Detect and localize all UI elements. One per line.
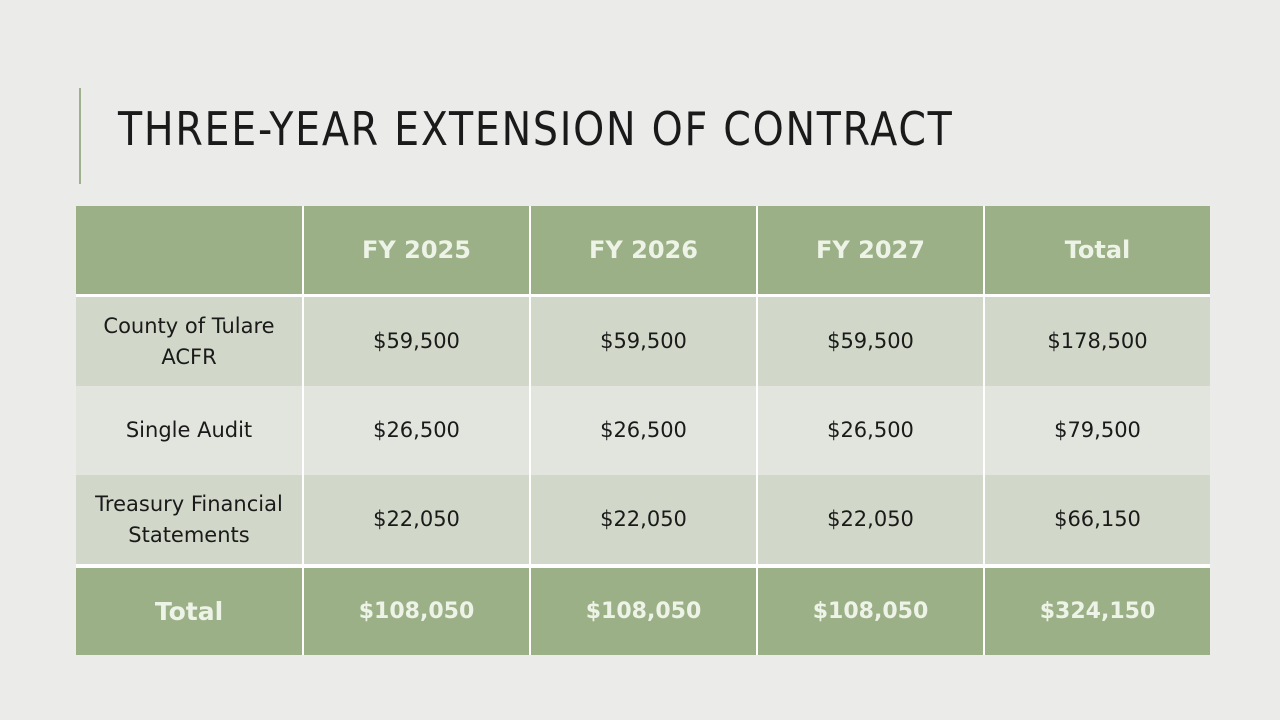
cell-fy2025: $59,500 xyxy=(303,295,531,386)
cell-fy2026: $59,500 xyxy=(530,295,758,386)
total-fy2026: $108,050 xyxy=(530,564,758,655)
cell-fy2027: $26,500 xyxy=(757,386,985,475)
cell-total: $178,500 xyxy=(984,295,1210,386)
total-fy2025: $108,050 xyxy=(303,564,531,655)
header-fy2027: FY 2027 xyxy=(757,206,985,297)
table-row-tulare-acfr: County of Tulare ACFR $59,500 $59,500 $5… xyxy=(76,295,1210,386)
cell-total: $66,150 xyxy=(984,475,1210,566)
cell-fy2027: $59,500 xyxy=(757,295,985,386)
table-row-single-audit: Single Audit $26,500 $26,500 $26,500 $79… xyxy=(76,386,1210,475)
row-label: Treasury Financial Statements xyxy=(76,475,304,566)
total-row-label: Total xyxy=(76,564,304,655)
cell-fy2026: $22,050 xyxy=(530,475,758,566)
cell-fy2025: $22,050 xyxy=(303,475,531,566)
table-row-treasury-statements: Treasury Financial Statements $22,050 $2… xyxy=(76,475,1210,566)
title-accent-bar xyxy=(79,88,81,184)
row-label: County of Tulare ACFR xyxy=(76,295,304,386)
slide-title: THREE-YEAR EXTENSION OF CONTRACT xyxy=(118,102,954,156)
cell-fy2026: $26,500 xyxy=(530,386,758,475)
header-empty-cell xyxy=(76,206,304,297)
row-label: Single Audit xyxy=(76,386,304,475)
total-grand: $324,150 xyxy=(984,564,1210,655)
header-total: Total xyxy=(984,206,1210,297)
contract-cost-table: FY 2025 FY 2026 FY 2027 Total County of … xyxy=(76,206,1210,655)
cell-total: $79,500 xyxy=(984,386,1210,475)
header-fy2026: FY 2026 xyxy=(530,206,758,297)
table-header-row: FY 2025 FY 2026 FY 2027 Total xyxy=(76,206,1210,297)
header-fy2025: FY 2025 xyxy=(303,206,531,297)
total-fy2027: $108,050 xyxy=(757,564,985,655)
table-total-row: Total $108,050 $108,050 $108,050 $324,15… xyxy=(76,564,1210,655)
cell-fy2027: $22,050 xyxy=(757,475,985,566)
cell-fy2025: $26,500 xyxy=(303,386,531,475)
